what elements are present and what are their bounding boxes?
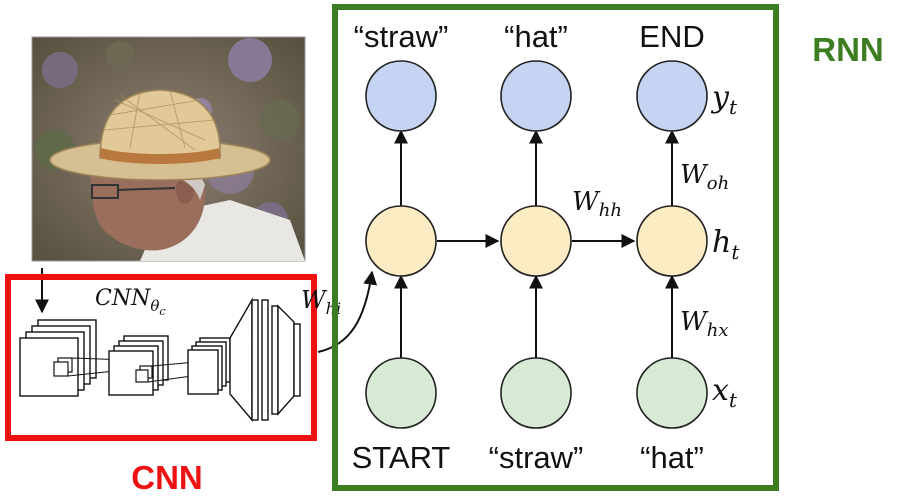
input-word-3: “hat” bbox=[640, 440, 704, 475]
receptive-field-1 bbox=[53, 357, 73, 377]
output-word-2: “hat” bbox=[504, 19, 568, 54]
cnn-block: CNNθc bbox=[5, 274, 317, 441]
ht-label: ht bbox=[712, 225, 740, 264]
rnn-title: RNN bbox=[812, 31, 884, 68]
conv-layer-3 bbox=[187, 337, 231, 395]
input-word-1: START bbox=[352, 440, 451, 475]
cnn-to-rnn-arrow bbox=[317, 270, 378, 353]
receptive-field-2 bbox=[135, 365, 153, 383]
fully-connected-layers bbox=[229, 297, 301, 422]
input-node-1 bbox=[365, 357, 437, 429]
input-photo bbox=[31, 36, 306, 262]
xt-label: xt bbox=[712, 373, 738, 412]
woh-label: Woh bbox=[680, 160, 729, 194]
yt-label: yt bbox=[710, 80, 738, 119]
rnn-border bbox=[332, 4, 779, 491]
input-word-2: “straw” bbox=[489, 440, 584, 475]
hidden-node-3 bbox=[636, 205, 708, 277]
hidden-node-2 bbox=[500, 205, 572, 277]
input-node-3 bbox=[636, 357, 708, 429]
output-word-1: “straw” bbox=[354, 19, 449, 54]
output-word-3: END bbox=[639, 19, 704, 54]
output-node-2 bbox=[500, 60, 572, 132]
cnn-title: CNN bbox=[131, 459, 203, 496]
hidden-node-1 bbox=[365, 205, 437, 277]
cnn-border bbox=[5, 274, 317, 441]
cnn-function-label: CNNθc bbox=[95, 286, 166, 318]
output-node-1 bbox=[365, 60, 437, 132]
whh-label: Whh bbox=[572, 187, 622, 221]
output-node-3 bbox=[636, 60, 708, 132]
whx-label: Whx bbox=[680, 307, 728, 341]
input-node-2 bbox=[500, 357, 572, 429]
